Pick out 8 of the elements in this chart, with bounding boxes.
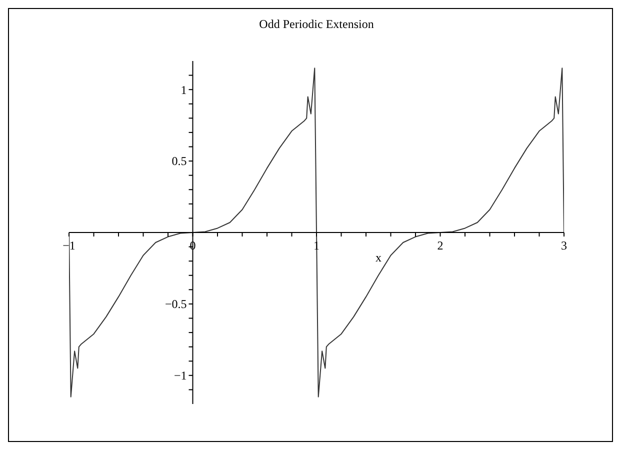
x-tick-label: 3 (561, 238, 567, 252)
y-tick-label: 0.5 (172, 154, 187, 168)
x-tick-label: 2 (437, 238, 444, 252)
y-tick-label: 1 (180, 82, 187, 97)
y-tick-label: −0.5 (164, 297, 187, 312)
x-axis-title: x (376, 250, 382, 264)
y-tick-label: −1 (174, 368, 187, 383)
chart-title: Odd Periodic Extension (258, 17, 375, 32)
